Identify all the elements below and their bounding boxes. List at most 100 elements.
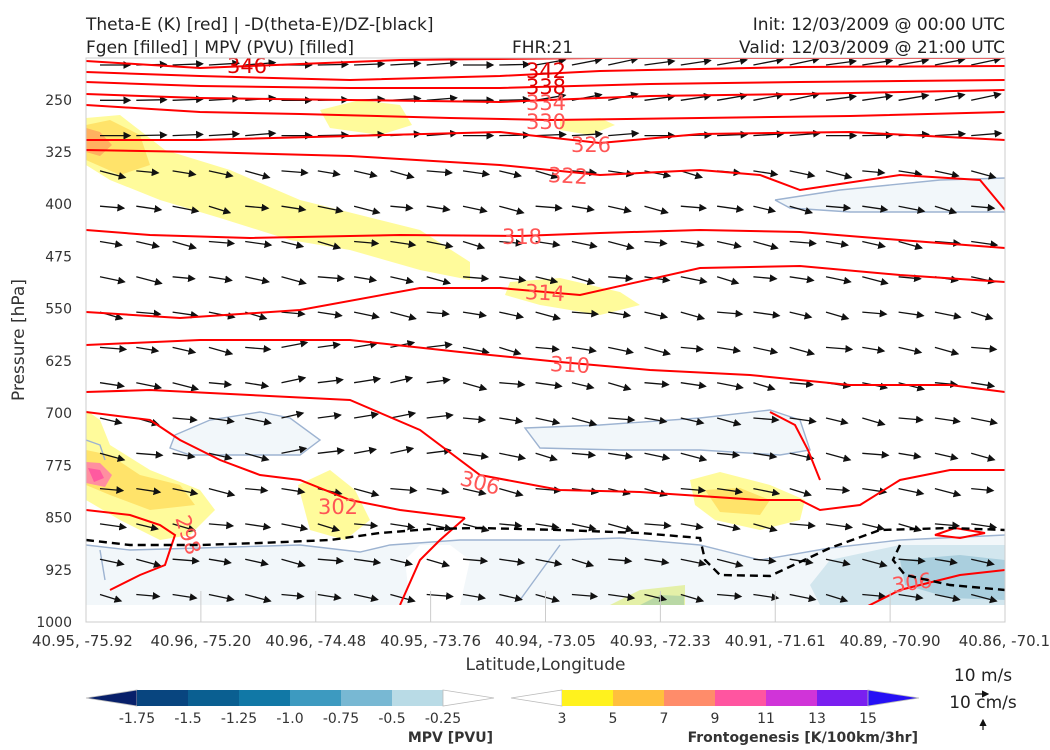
fill-region [86,128,112,156]
wind-arrow [934,593,961,603]
wind-arrow [99,452,126,462]
wind-arrow [753,169,779,178]
wind-arrow [571,168,598,177]
wind-arrow [753,240,779,251]
wind-arrow [971,203,996,212]
colorbar-label: MPV [PVU] [408,730,493,746]
wind-arrow [136,276,163,286]
theta-e-label-group: 306 [890,568,933,597]
wind-arrow [716,417,742,427]
wind-arrow [281,204,307,213]
wind-arrow [208,170,234,179]
fill-region [320,100,412,135]
wind-arrow [353,170,378,179]
wind-arrow [825,93,857,102]
mpv-outline [99,549,106,581]
wind-arrow [753,274,778,283]
wind-arrow [208,239,236,247]
wind-arrow [898,169,923,178]
wind-arrow [608,346,634,355]
wind-arrow [499,593,523,602]
wind-arrow [571,523,597,532]
wind-arrow [644,239,668,247]
wind-arrow [99,417,123,426]
wind-arrow [462,205,488,214]
theta-e-label: 306 [890,568,933,597]
wind-arrow [680,170,704,180]
colorbar-tick: 13 [808,711,826,727]
wind-arrow [825,240,849,248]
wind-arrow [208,380,233,388]
colorbar-cell [137,690,189,706]
fill-region [86,120,150,175]
wind-arrow [825,593,849,603]
wind-arrow [462,274,490,283]
wind-arrow [971,522,998,531]
theta-e-label: 314 [524,280,565,306]
wind-arrow [281,276,307,286]
wind-arrow [426,411,454,420]
wind-arrow [208,452,233,461]
wind-arrow [825,417,849,426]
wind-arrow [934,487,962,498]
wind-arrow [426,204,451,213]
wind-arrow [426,376,451,385]
wind-arrow [499,275,527,284]
wind-arrow [571,240,598,250]
wind-arrow [390,410,417,419]
wind-arrow [426,59,458,68]
wind-arrow [99,486,125,494]
wind-arrow [535,558,563,567]
wind-arrow [317,274,345,283]
wind-arrow [753,382,776,392]
wind-arrow [608,415,636,424]
wind-arrow [934,58,966,66]
stability-contour [86,526,1005,592]
wind-arrow [789,380,814,389]
wind-arrow [825,170,853,180]
wind-arrow [717,450,741,459]
wind-arrow [99,203,126,212]
wind-arrow [281,168,309,177]
wind-arrow [172,556,200,565]
wind-arrow [353,593,379,603]
wind-arrow [353,205,381,215]
fill-region [705,488,770,515]
wind-arrow [862,58,894,66]
x-tick-label: 40.86, -70.1 [959,632,1050,650]
wind-arrow [1008,524,1034,529]
wind-arrow [172,487,199,497]
colorbar-cell [766,690,818,706]
wind-arrow [390,522,416,531]
wind-arrow [390,375,414,384]
mpv-outline [86,439,106,461]
colorbar-tick: 15 [859,711,877,727]
colorbars: -1.75 -1.5 -1.25 -1.0 -0.75 -0.5 -0.25 MPV [PVU… [85,689,920,746]
wind-arrow [862,592,887,600]
wind-arrow [426,276,452,286]
wind-arrow [208,346,234,356]
wind-arrow [716,92,748,101]
wind-arrow [680,417,705,426]
wind-arrow [426,523,453,532]
wind-arrow [390,240,417,249]
wind-arrow [934,346,960,356]
fill-region [86,115,470,280]
wind-arrow [499,452,527,461]
wind-arrow [390,170,415,180]
wind-arrow [971,417,998,426]
wind-arrow [353,340,379,349]
colorbar-cell [664,690,716,706]
wind-arrow [317,593,342,601]
wind-arrow [1008,383,1032,388]
wind-arrow [1008,418,1029,425]
wind-arrow [862,346,886,354]
theta-e-line [86,509,177,591]
wind-arrow [934,92,966,101]
wind-arrow [753,452,778,460]
wind-arrow [825,558,851,567]
wind-arrow [608,523,634,533]
wind-arrow [354,375,382,384]
wind-arrow [390,445,415,454]
theta-e-label-group: 342 [526,59,566,83]
